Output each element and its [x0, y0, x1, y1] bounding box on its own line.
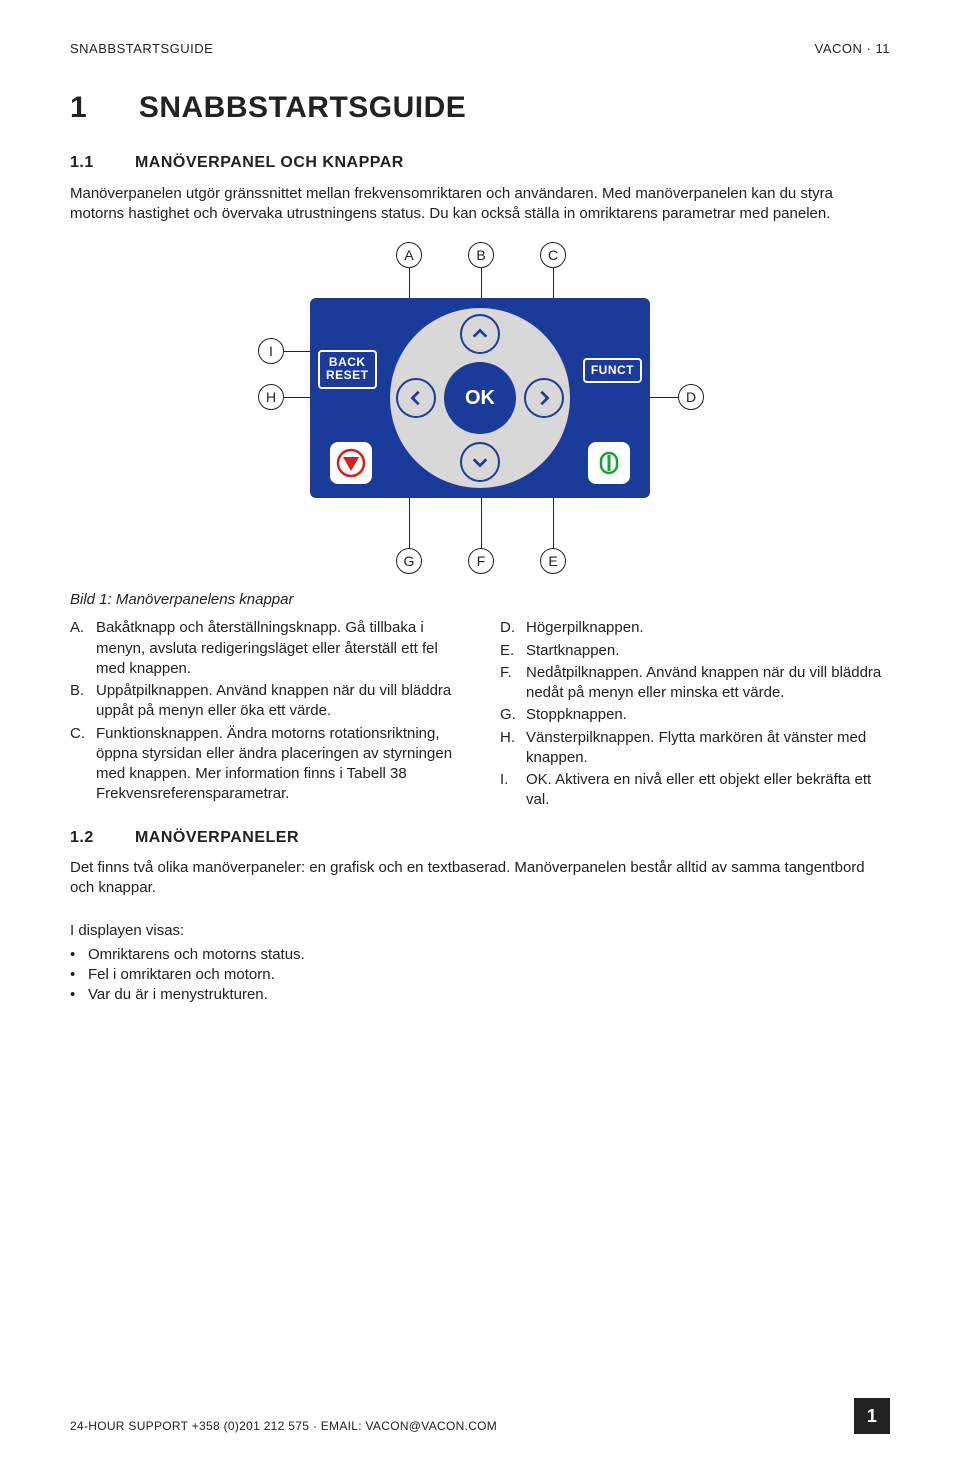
desc-text: Startknappen.	[526, 641, 890, 661]
list-item: Omriktarens och motorns status.	[70, 945, 890, 965]
callout-B: B	[468, 242, 494, 268]
desc-text: Funktionsknappen. Ändra motorns rotation…	[96, 724, 460, 805]
page-footer: 24-HOUR SUPPORT +358 (0)201 212 575 · EM…	[70, 1398, 890, 1434]
desc-item: B.Uppåtpilknappen. Använd knappen när du…	[70, 681, 460, 722]
footer-support: 24-HOUR SUPPORT +358 (0)201 212 575 · EM…	[70, 1418, 497, 1434]
start-icon	[594, 448, 624, 478]
section-1-2-heading: 1.2 MANÖVERPANELER	[70, 827, 890, 849]
control-panel-figure: A B C I H D G F E BACK RESET FUNCT OK	[200, 242, 760, 582]
callout-I: I	[258, 338, 284, 364]
section-1-1-title: MANÖVERPANEL OCH KNAPPAR	[135, 154, 404, 171]
header-left: SNABBSTARTSGUIDE	[70, 40, 213, 58]
section-1-1-heading: 1.1 MANÖVERPANEL OCH KNAPPAR	[70, 152, 890, 174]
section-1-2-paragraph: Det finns två olika manöverpaneler: en g…	[70, 858, 890, 899]
chevron-right-icon	[535, 389, 553, 407]
section-1-1-number: 1.1	[70, 152, 130, 174]
intro-paragraph: Manöverpanelen utgör gränssnittet mellan…	[70, 184, 890, 225]
desc-item: I.OK. Aktivera en nivå eller ett objekt …	[500, 770, 890, 811]
desc-text: Vänsterpilknappen. Flytta markören åt vä…	[526, 728, 890, 769]
display-intro: I displayen visas:	[70, 921, 890, 941]
display-list: Omriktarens och motorns status. Fel i om…	[70, 945, 890, 1006]
desc-item: A.Bakåtknapp och återställningsknapp. Gå…	[70, 618, 460, 679]
desc-key: G.	[500, 705, 526, 725]
desc-key: F.	[500, 663, 526, 704]
stop-icon	[336, 448, 366, 478]
start-button[interactable]	[586, 440, 632, 486]
callout-C: C	[540, 242, 566, 268]
desc-text: Uppåtpilknappen. Använd knappen när du v…	[96, 681, 460, 722]
list-item: Fel i omriktaren och motorn.	[70, 965, 890, 985]
desc-col-left: A.Bakåtknapp och återställningsknapp. Gå…	[70, 618, 460, 812]
desc-item: E.Startknappen.	[500, 641, 890, 661]
funct-label: FUNCT	[583, 358, 642, 383]
desc-col-right: D.Högerpilknappen. E.Startknappen. F.Ned…	[500, 618, 890, 812]
desc-key: I.	[500, 770, 526, 811]
desc-key: H.	[500, 728, 526, 769]
desc-text: OK. Aktivera en nivå eller ett objekt el…	[526, 770, 890, 811]
back-reset-text: BACK RESET	[326, 355, 369, 382]
callout-D: D	[678, 384, 704, 410]
arrow-down-button[interactable]	[460, 442, 500, 482]
desc-text-inner: Funktionsknappen. Ändra motorns rotation…	[96, 725, 452, 803]
desc-key: A.	[70, 618, 96, 679]
arrow-right-button[interactable]	[524, 378, 564, 418]
desc-text: Stoppknappen.	[526, 705, 890, 725]
list-item: Var du är i menystrukturen.	[70, 985, 890, 1005]
desc-key: D.	[500, 618, 526, 638]
chapter-title: 1 SNABBSTARTSGUIDE	[70, 88, 890, 129]
ok-button[interactable]: OK	[444, 362, 516, 434]
callout-G: G	[396, 548, 422, 574]
desc-key: E.	[500, 641, 526, 661]
page-header: SNABBSTARTSGUIDE VACON · 11	[70, 40, 890, 58]
desc-text: Högerpilknappen.	[526, 618, 890, 638]
figure-caption: Bild 1: Manöverpanelens knappar	[70, 590, 890, 610]
desc-item: C.Funktionsknappen. Ändra motorns rotati…	[70, 724, 460, 805]
desc-text: Nedåtpilknappen. Använd knappen när du v…	[526, 663, 890, 704]
desc-key: C.	[70, 724, 96, 805]
desc-key: B.	[70, 681, 96, 722]
chevron-down-icon	[471, 453, 489, 471]
chevron-up-icon	[471, 325, 489, 343]
control-panel: BACK RESET FUNCT OK	[310, 298, 650, 498]
callout-A: A	[396, 242, 422, 268]
header-right: VACON · 11	[815, 40, 890, 58]
section-1-2-title: MANÖVERPANELER	[135, 829, 299, 846]
back-reset-label: BACK RESET	[318, 350, 377, 388]
desc-item: D.Högerpilknappen.	[500, 618, 890, 638]
button-descriptions: A.Bakåtknapp och återställningsknapp. Gå…	[70, 618, 890, 812]
arrow-up-button[interactable]	[460, 314, 500, 354]
desc-item: H.Vänsterpilknappen. Flytta markören åt …	[500, 728, 890, 769]
stop-button[interactable]	[328, 440, 374, 486]
desc-text: Bakåtknapp och återställningsknapp. Gå t…	[96, 618, 460, 679]
page-number: 1	[854, 1398, 890, 1434]
chevron-left-icon	[407, 389, 425, 407]
desc-item: F.Nedåtpilknappen. Använd knappen när du…	[500, 663, 890, 704]
callout-E: E	[540, 548, 566, 574]
desc-item: G.Stoppknappen.	[500, 705, 890, 725]
chapter-number: 1	[70, 88, 130, 129]
chapter-text: SNABBSTARTSGUIDE	[139, 91, 466, 124]
arrow-left-button[interactable]	[396, 378, 436, 418]
callout-H: H	[258, 384, 284, 410]
nav-wheel: OK	[390, 308, 570, 488]
callout-F: F	[468, 548, 494, 574]
section-1-2-number: 1.2	[70, 827, 130, 849]
